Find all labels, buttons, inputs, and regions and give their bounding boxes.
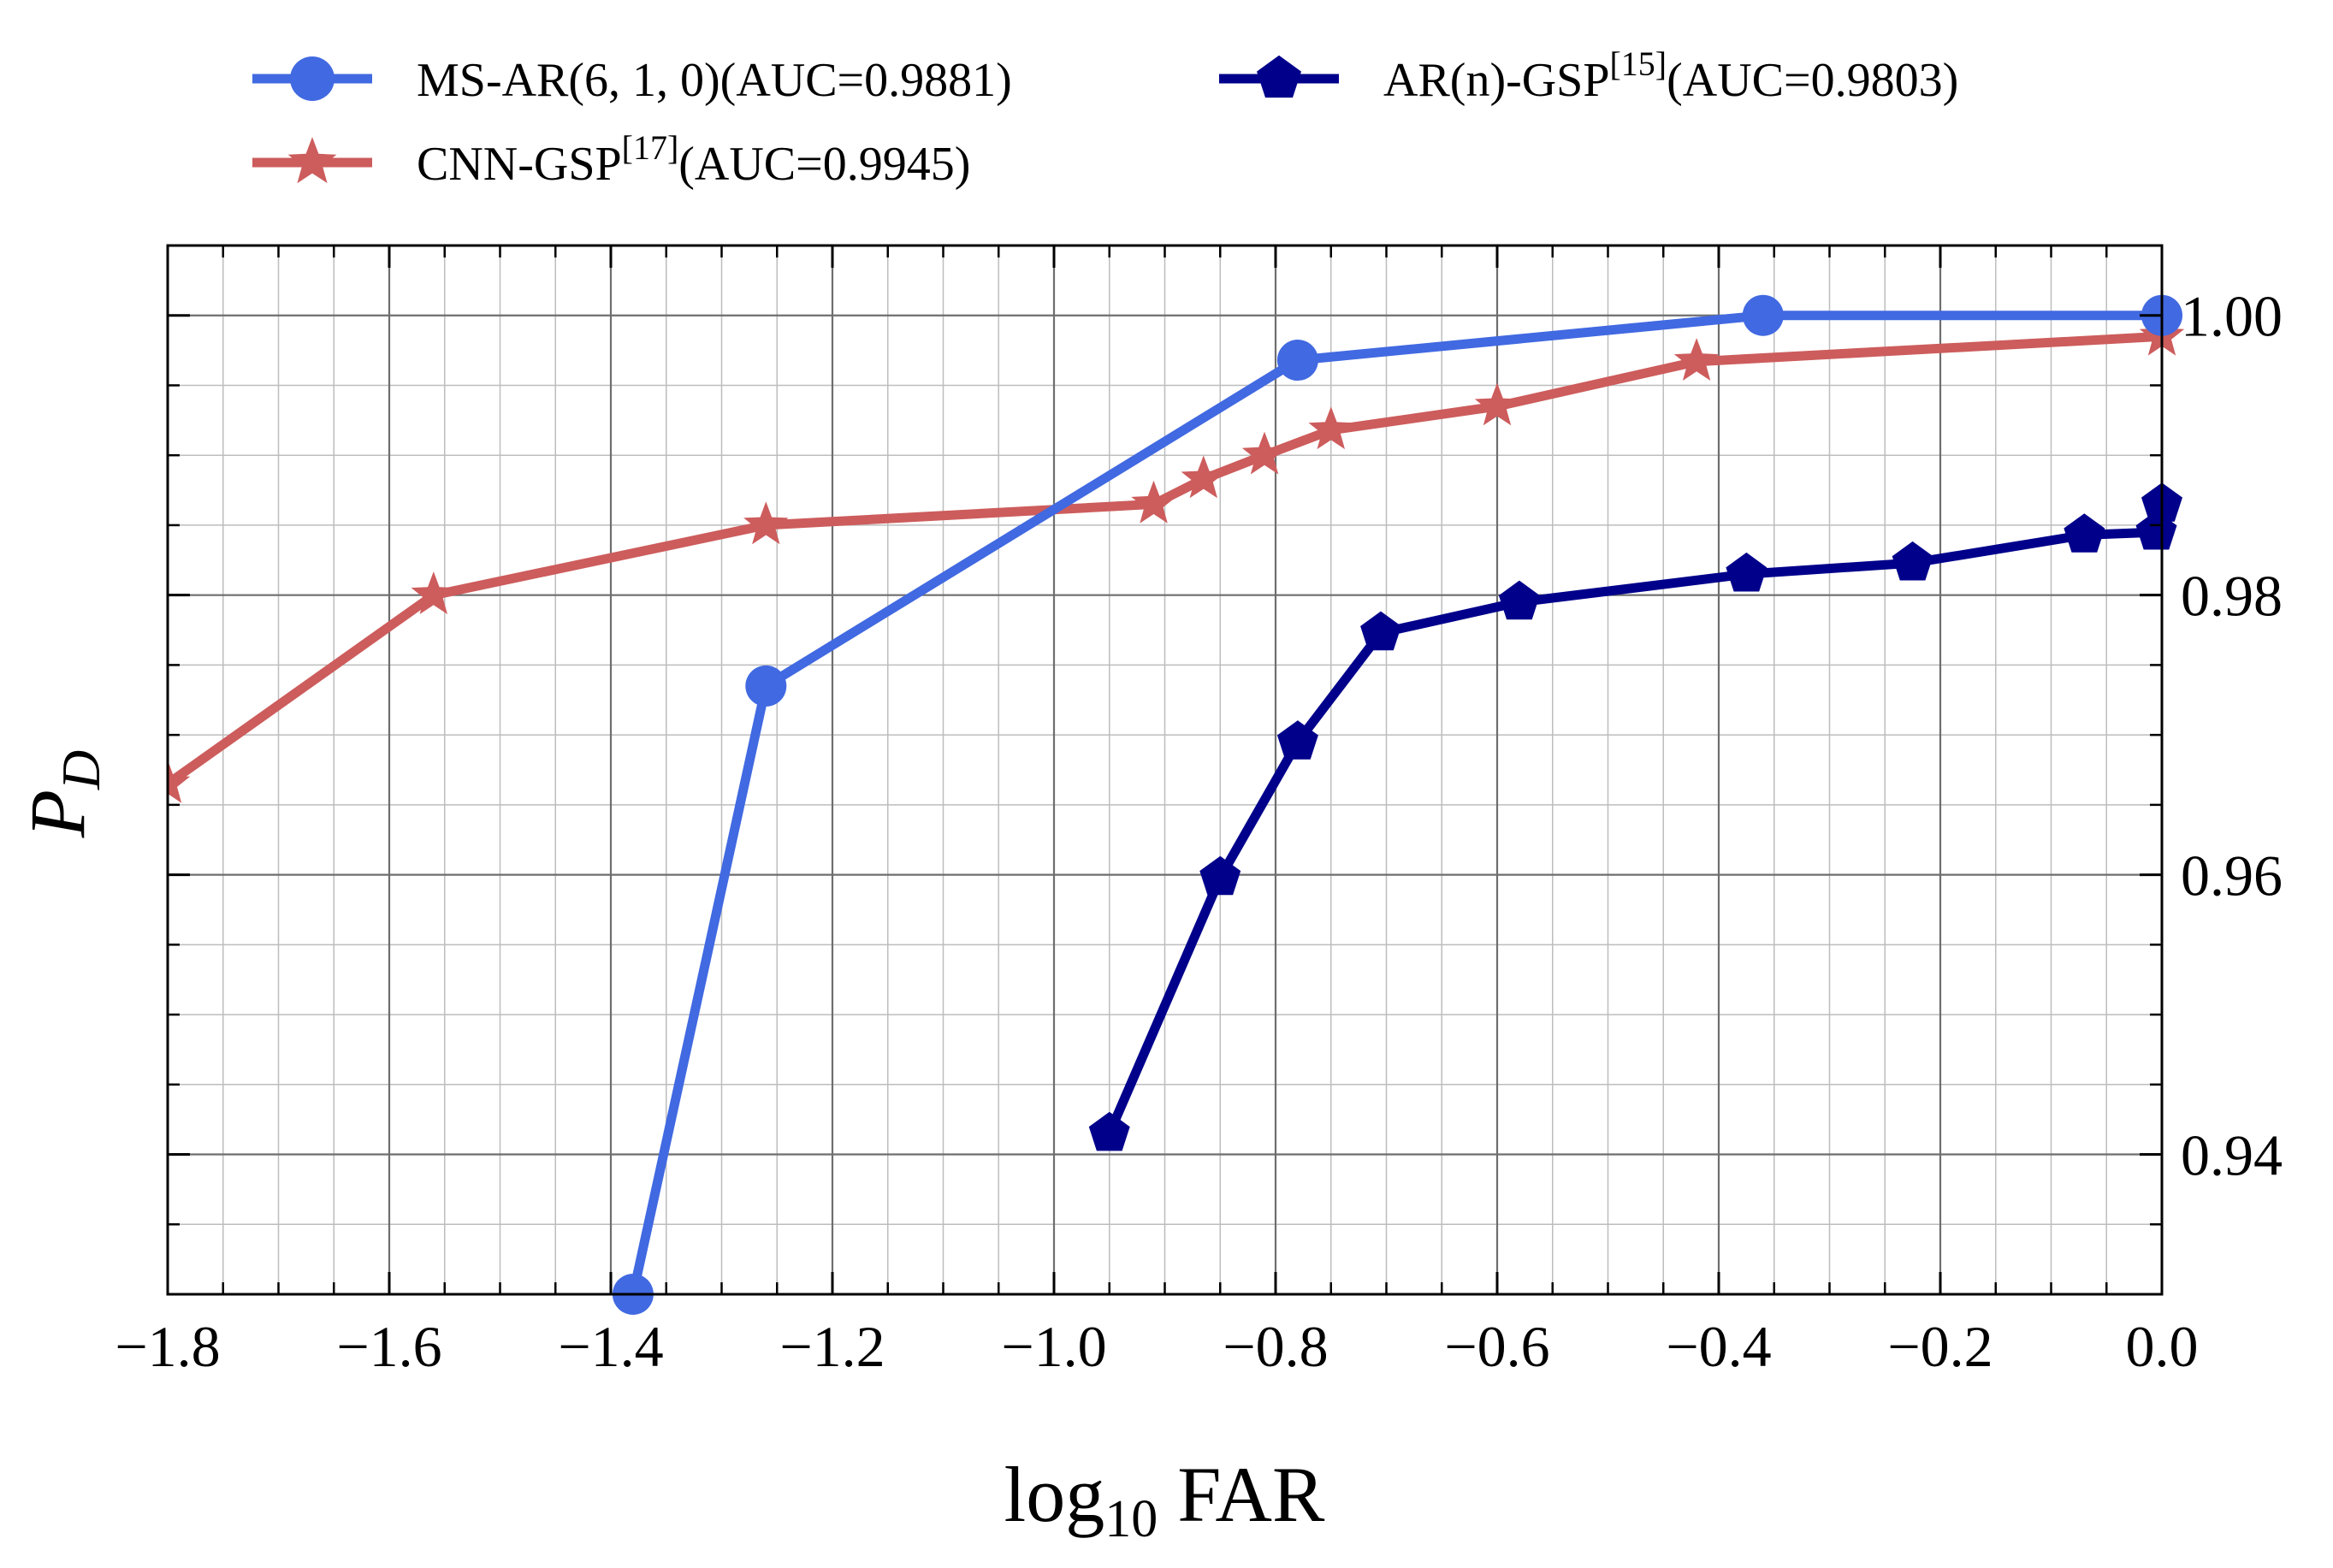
x-tick-label: −1.2: [779, 1314, 885, 1379]
star-marker: [1181, 455, 1227, 499]
legend-entry: CNN-GSP[17](AUC=0.9945): [252, 128, 970, 191]
star-marker: [1241, 431, 1288, 475]
pentagon-marker: [1892, 541, 1933, 581]
pentagon-marker: [1498, 580, 1540, 620]
circle-marker: [290, 56, 335, 101]
star-marker: [168, 760, 191, 803]
circle-marker: [745, 665, 787, 707]
series-layer: [168, 294, 2185, 1315]
major-grid: [166, 246, 2164, 1294]
series-circle: [612, 294, 2182, 1315]
legend-entry: MS-AR(6, 1, 0)(AUC=0.9881): [252, 54, 1012, 107]
pentagon-marker: [2064, 513, 2105, 553]
x-tick-label: −1.0: [1001, 1314, 1106, 1379]
x-tick-label: −0.8: [1223, 1314, 1328, 1379]
legend-label: MS-AR(6, 1, 0)(AUC=0.9881): [417, 54, 1012, 107]
pentagon-marker: [1199, 855, 1241, 896]
x-tick-label: −0.4: [1666, 1314, 1771, 1379]
pentagon-marker: [1726, 552, 1768, 592]
x-axis-title: log10 FAR: [1004, 1451, 1325, 1548]
pentagon-marker: [1360, 611, 1401, 651]
legend-entry: AR(n)-GSP[15](AUC=0.9803): [1219, 44, 1958, 107]
legend: MS-AR(6, 1, 0)(AUC=0.9881) CNN-GSP[17](AU…: [252, 44, 1958, 191]
circle-marker: [1276, 340, 1318, 382]
x-tick-labels: −1.8 −1.6 −1.4 −1.2 −1.0 −0.8 −0.6 −0.4 −0.2 0.0: [115, 1314, 2198, 1379]
y-axis-title: PD: [14, 750, 111, 838]
x-tick-label: −0.2: [1887, 1314, 1993, 1379]
y-tick-label: 0.94: [2181, 1123, 2283, 1188]
x-tick-label: 0.0: [2126, 1314, 2199, 1379]
star-marker: [1131, 480, 1176, 524]
star-marker: [743, 501, 789, 545]
axis-ticks: [166, 244, 2164, 1296]
series-line: [168, 331, 2167, 789]
x-tick-label: −1.8: [115, 1314, 220, 1379]
star-marker: [1673, 338, 1720, 381]
x-axis-title-subscript: 10: [1104, 1490, 1158, 1548]
minor-grid: [167, 245, 2163, 1295]
legend-label: CNN-GSP[17](AUC=0.9945): [417, 128, 970, 191]
y-tick-labels: 0.94 0.96 0.98 1.00: [2181, 284, 2283, 1188]
pentagon-marker: [1088, 1111, 1130, 1151]
y-tick-label: 1.00: [2181, 284, 2283, 349]
x-tick-label: −0.6: [1444, 1314, 1549, 1379]
star-marker: [411, 571, 456, 614]
pentagon-marker: [1276, 720, 1318, 760]
x-tick-label: −1.6: [336, 1314, 441, 1379]
star-marker: [1308, 406, 1353, 450]
series-star: [168, 312, 2185, 803]
series-line: [1104, 499, 2167, 1139]
star-marker: [1474, 382, 1520, 426]
x-tick-label: −1.4: [558, 1314, 663, 1379]
series-pentagon: [1088, 482, 2182, 1151]
y-axis-title-subscript: D: [50, 750, 111, 790]
circle-marker: [1742, 294, 1784, 336]
star-marker: [287, 137, 337, 184]
pentagon-marker: [1257, 55, 1301, 98]
legend-label: AR(n)-GSP[15](AUC=0.9803): [1383, 44, 1958, 107]
y-tick-label: 0.98: [2181, 564, 2283, 629]
y-tick-label: 0.96: [2181, 843, 2283, 908]
